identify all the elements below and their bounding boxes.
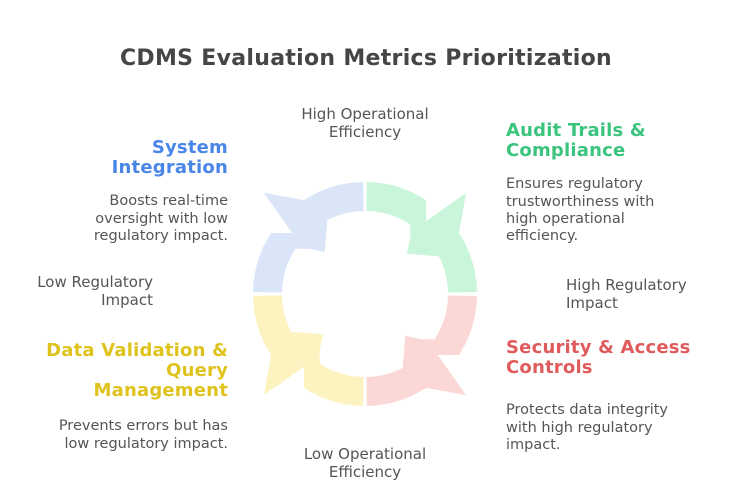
cycle-arrow-top-right — [366, 182, 477, 293]
cycle-arrow-bottom-left — [253, 295, 364, 406]
axis-label-low-operational-efficiency: Low Operational Efficiency — [303, 445, 427, 481]
quadrant-description: Protects data integrity with high regula… — [506, 402, 668, 454]
quadrant-description: Ensures regulatory trustworthiness with … — [506, 176, 655, 245]
quadrant-heading: Data Validation & Query Management — [46, 340, 228, 402]
quadrant-heading: System Integration — [111, 137, 228, 179]
axis-label-high-operational-efficiency: High Operational Efficiency — [301, 105, 429, 141]
cycle-arrow-bottom-right — [366, 295, 477, 406]
quadrant-system-integration: System Integration Boosts real-time over… — [0, 137, 228, 245]
quadrant-heading: Security & Access Controls — [506, 337, 691, 379]
quadrant-description: Prevents errors but has low regulatory i… — [58, 418, 228, 452]
axis-label-high-regulatory-impact: High Regulatory Impact — [566, 276, 687, 312]
axis-label-low-regulatory-impact: Low Regulatory Impact — [37, 273, 153, 309]
cycle-arrow-top-left — [253, 182, 364, 293]
page-title: CDMS Evaluation Metrics Prioritization — [119, 46, 613, 71]
quadrant-data-validation-query-management: Data Validation & Query Management Preve… — [0, 340, 228, 453]
quadrant-security-access-controls: Security & Access Controls Protects data… — [506, 337, 706, 454]
quadrant-heading: Audit Trails & Compliance — [506, 120, 646, 162]
quadrant-description: Boosts real-time oversight with low regu… — [93, 193, 228, 245]
quadrant-audit-trails-compliance: Audit Trails & Compliance Ensures regula… — [506, 120, 696, 246]
